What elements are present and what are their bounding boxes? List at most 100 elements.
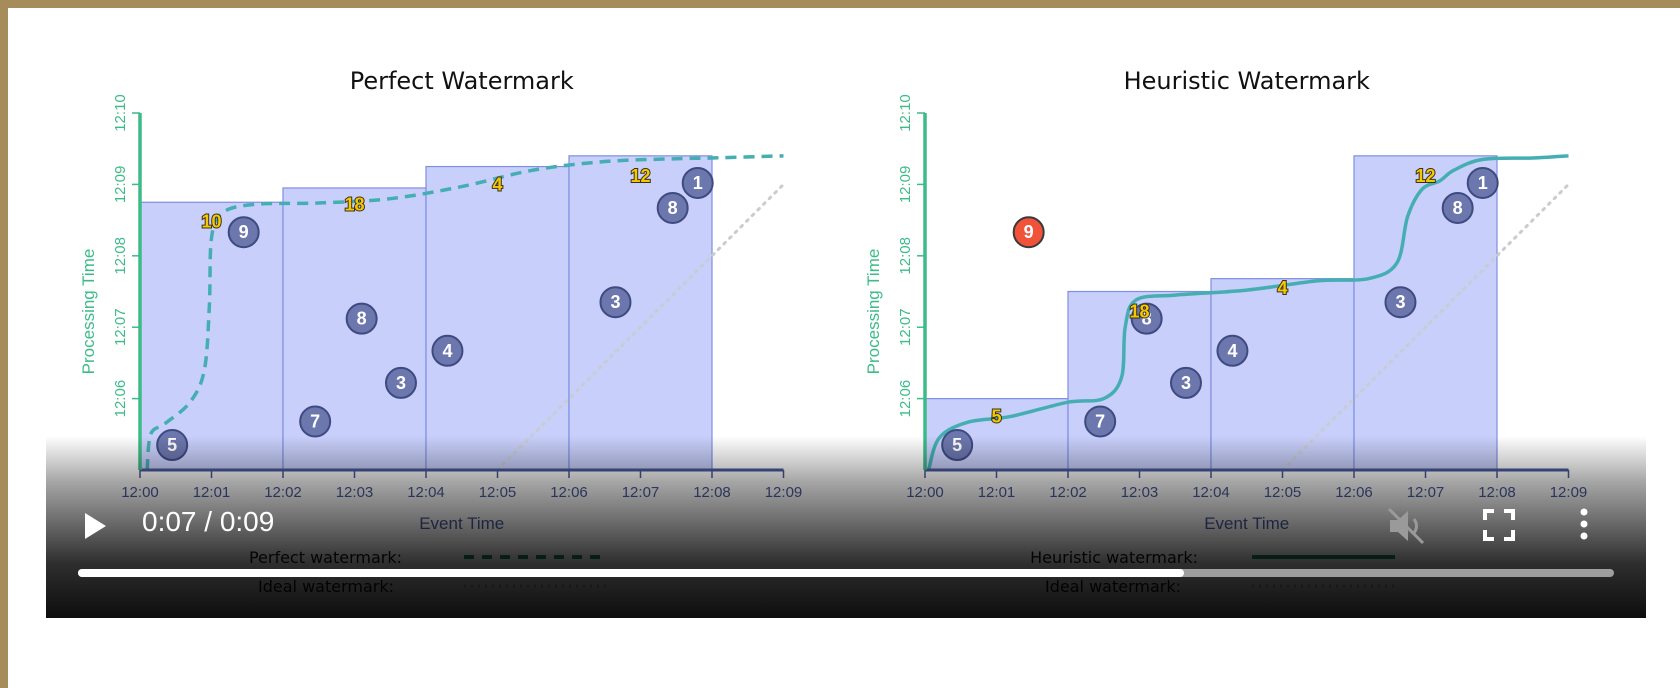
y-tick-label: 12:09 xyxy=(112,166,129,204)
chart-title: Perfect Watermark xyxy=(350,67,574,95)
x-tick-label: 12:02 xyxy=(264,484,302,501)
progress-bar[interactable] xyxy=(78,569,1614,577)
mute-icon xyxy=(1387,507,1425,545)
data-point xyxy=(1169,366,1202,399)
watermark-line xyxy=(926,154,1569,471)
y-tick-label: 12:08 xyxy=(112,237,129,275)
y-tick-label: 12:10 xyxy=(897,94,914,132)
x-tick-label: 12:00 xyxy=(121,484,159,501)
data-point xyxy=(656,191,689,224)
data-point-label: 3 xyxy=(610,292,620,312)
perfect-watermark-chart: Perfect Watermark 12:00 12:01 12:02 12:03 12:… xyxy=(79,67,802,533)
data-point xyxy=(1130,302,1163,335)
watermark-sum-label: 5 xyxy=(991,406,1001,426)
window-bar xyxy=(425,165,570,471)
x-tick-label: 12:02 xyxy=(1049,484,1087,501)
data-point-label: 3 xyxy=(1181,373,1191,393)
watermark-sum-label: 12 xyxy=(630,166,650,186)
data-point-label: 9 xyxy=(1024,222,1034,242)
watermark-sum-label: 4 xyxy=(1277,278,1287,298)
fullscreen-button[interactable] xyxy=(1482,508,1516,542)
data-point-label: 8 xyxy=(357,309,367,329)
legend-watermark-label: Perfect watermark: xyxy=(249,548,402,567)
data-point-label: 5 xyxy=(952,435,962,455)
data-point-label: 8 xyxy=(1453,198,1463,218)
watermark-sum-label: 4 xyxy=(492,174,502,194)
data-point-label: 7 xyxy=(310,411,320,431)
x-tick-label: 12:09 xyxy=(1550,484,1588,501)
x-tick-label: 12:06 xyxy=(1335,484,1373,501)
x-tick-label: 12:04 xyxy=(1192,484,1230,501)
time-display: 0:07 / 0:09 xyxy=(142,506,275,537)
x-tick-label: 12:05 xyxy=(479,484,517,501)
x-tick-label: 12:04 xyxy=(407,484,445,501)
late-data-point xyxy=(1012,216,1045,249)
x-tick-label: 12:07 xyxy=(1407,484,1445,501)
data-point xyxy=(681,166,714,199)
play-button[interactable] xyxy=(76,508,112,544)
progress-bar-fill xyxy=(78,569,1184,577)
x-axis-title: Event Time xyxy=(419,514,504,533)
legend-watermark-label: Heuristic watermark: xyxy=(1030,548,1198,567)
watermark-sum-label: 18 xyxy=(344,194,364,214)
chart-title: Heuristic Watermark xyxy=(1124,67,1370,95)
x-tick-label: 12:05 xyxy=(1264,484,1302,501)
data-point xyxy=(599,286,632,319)
data-point-label: 1 xyxy=(1478,173,1488,193)
window-bar xyxy=(139,201,284,471)
x-tick-label: 12:00 xyxy=(906,484,944,501)
x-axis-title: Event Time xyxy=(1204,514,1289,533)
window-bar xyxy=(1353,155,1498,471)
legend-ideal-label: Ideal watermark: xyxy=(1045,577,1181,596)
watermark-sum-label: 10 xyxy=(201,212,221,232)
y-tick-label: 12:07 xyxy=(897,308,914,346)
data-point xyxy=(227,216,260,249)
data-point-label: 5 xyxy=(167,435,177,455)
x-tick-label: 12:07 xyxy=(622,484,660,501)
y-tick-label: 12:06 xyxy=(897,380,914,418)
x-tick-label: 12:09 xyxy=(765,484,803,501)
x-tick-label: 12:03 xyxy=(336,484,374,501)
more-options-button[interactable] xyxy=(1574,504,1594,544)
data-point xyxy=(384,366,417,399)
data-point xyxy=(345,302,378,335)
y-tick-label: 12:09 xyxy=(897,166,914,204)
y-tick-label: 12:07 xyxy=(112,308,129,346)
mute-button[interactable] xyxy=(1386,506,1428,546)
x-tick-label: 12:01 xyxy=(978,484,1016,501)
data-point xyxy=(1466,166,1499,199)
data-point xyxy=(1216,334,1249,367)
more-vert-icon xyxy=(1580,508,1588,540)
ideal-watermark-line xyxy=(1281,182,1570,472)
x-tick-label: 12:06 xyxy=(550,484,588,501)
x-tick-label: 12:08 xyxy=(693,484,731,501)
data-point-label: 4 xyxy=(1227,341,1237,361)
data-point xyxy=(1384,286,1417,319)
watermark-sum-label: 18 xyxy=(1129,301,1149,321)
play-icon xyxy=(85,513,106,539)
data-point-label: 3 xyxy=(396,373,406,393)
window-bar xyxy=(1210,278,1355,471)
watermark-line xyxy=(145,154,784,471)
y-tick-label: 12:10 xyxy=(112,94,129,132)
data-point-label: 4 xyxy=(442,341,452,361)
x-tick-label: 12:01 xyxy=(193,484,231,501)
x-tick-label: 12:03 xyxy=(1121,484,1159,501)
data-point-label: 1 xyxy=(693,173,703,193)
ideal-watermark-line xyxy=(496,182,785,472)
data-point xyxy=(431,334,464,367)
data-point-label: 9 xyxy=(239,222,249,242)
heuristic-watermark-chart: Heuristic Watermark 12:00 12:01 12:02 12:03 1… xyxy=(864,67,1587,533)
fullscreen-icon xyxy=(1483,509,1515,541)
data-point-label: 8 xyxy=(668,198,678,218)
y-axis-title: Processing Time xyxy=(79,249,98,375)
data-point-label: 7 xyxy=(1095,411,1105,431)
window-bar xyxy=(568,155,713,471)
x-tick-label: 12:08 xyxy=(1478,484,1516,501)
data-point xyxy=(1441,191,1474,224)
y-tick-label: 12:06 xyxy=(112,380,129,418)
data-point-label: 3 xyxy=(1395,292,1405,312)
watermark-sum-label: 12 xyxy=(1415,166,1435,186)
